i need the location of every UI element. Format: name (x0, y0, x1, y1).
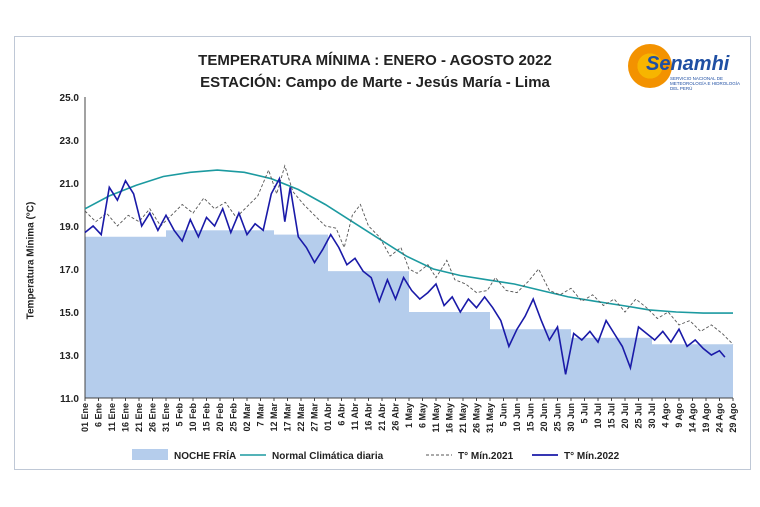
x-tick-label-35: 25 Jun (553, 403, 563, 432)
x-tick-label-18: 01 Abr (323, 403, 333, 431)
x-tick-label-39: 15 Jul (607, 403, 617, 429)
x-tick-label-36: 30 Jun (566, 403, 576, 432)
x-tick-label-33: 15 Jun (526, 403, 536, 432)
x-tick-label-10: 20 Feb (215, 403, 225, 432)
noche-fria-bar-4 (409, 312, 490, 398)
x-tick-label-16: 22 Mar (296, 403, 306, 432)
noche-fria-bar-2 (274, 234, 328, 398)
x-tick-label-31: 5 Jun (499, 403, 509, 427)
x-tick-label-24: 1 May (404, 403, 414, 428)
y-tick-label-2: 15.0 (60, 308, 80, 319)
x-tick-label-17: 27 Mar (310, 403, 320, 432)
series-tmin-2021 (84, 164, 734, 345)
x-tick-label-46: 19 Ago (701, 402, 711, 432)
noche-fria-bar-5 (490, 329, 571, 398)
x-tick-label-2: 11 Ene (107, 403, 117, 432)
legend-label-3: T° Mín.2022 (564, 451, 620, 462)
y-tick-label-1: 13.0 (60, 351, 80, 362)
x-tick-label-6: 31 Ene (161, 403, 171, 432)
series-normal-climatica (84, 169, 733, 314)
x-tick-label-7: 5 Feb (175, 403, 185, 427)
senamhi-logo: Senamhi SERVICIO NACIONAL DE METEOROLOGÍ… (628, 40, 740, 96)
y-tick-label-0: 11.0 (60, 394, 79, 405)
noche-fria-bar-1 (166, 230, 274, 398)
logo-tagline: SERVICIO NACIONAL DE METEOROLOGÍA E HIDR… (670, 76, 740, 91)
sun-icon (628, 44, 672, 88)
x-tick-label-22: 21 Abr (377, 403, 387, 431)
x-tick-label-12: 02 Mar (242, 403, 252, 432)
x-tick-label-32: 10 Jun (512, 403, 522, 432)
noche-fria-bar-7 (652, 344, 733, 398)
x-tick-label-29: 26 May (472, 403, 482, 433)
x-tick-label-43: 4 Ago (661, 403, 671, 428)
x-tick-label-0: 01 Ene (80, 403, 90, 432)
chart-subtitle: ESTACIÓN: Campo de Marte - Jesús María -… (200, 74, 550, 91)
legend-label-2: T° Mín.2021 (458, 451, 514, 462)
x-tick-label-48: 29 Ago (728, 402, 738, 432)
legend-label-1: Normal Climática diaria (272, 451, 384, 462)
y-tick-label-3: 17.0 (60, 265, 80, 276)
x-tick-label-14: 12 Mar (269, 403, 279, 432)
x-tick-label-45: 14 Ago (688, 402, 698, 432)
legend-swatch-0 (132, 449, 168, 460)
x-tick-label-47: 24 Ago (715, 402, 725, 432)
y-tick-label-7: 25.0 (60, 93, 80, 104)
chart-title: TEMPERATURA MÍNIMA : ENERO - AGOSTO 2022 (198, 52, 552, 69)
x-tick-label-4: 21 Ene (134, 403, 144, 432)
x-tick-label-27: 16 May (445, 403, 455, 433)
noche-fria-bar-3 (328, 271, 409, 398)
x-tick-label-30: 31 May (485, 403, 495, 433)
x-tick-label-26: 11 May (431, 403, 441, 433)
x-tick-label-28: 21 May (458, 403, 468, 433)
x-tick-label-37: 5 Jul (580, 403, 590, 424)
x-tick-label-5: 26 Ene (148, 403, 158, 432)
y-tick-label-4: 19.0 (60, 222, 80, 233)
series-tmin-2022 (84, 176, 726, 375)
noche-fria-bar-0 (85, 236, 166, 398)
x-tick-label-44: 9 Ago (674, 403, 684, 428)
legend-label-0: NOCHE FRÍA (174, 449, 236, 462)
x-tick-label-11: 25 Feb (229, 403, 239, 432)
x-tick-label-15: 17 Mar (283, 403, 293, 432)
x-tick-label-20: 11 Abr (350, 403, 360, 431)
x-tick-label-1: 6 Ene (94, 403, 104, 427)
x-tick-label-19: 6 Abr (337, 403, 347, 426)
noche-fria-bar-6 (571, 337, 652, 398)
x-tick-label-3: 16 Ene (121, 403, 131, 432)
x-tick-label-40: 20 Jul (620, 403, 630, 429)
x-tick-label-38: 10 Jul (593, 403, 603, 429)
x-tick-label-21: 16 Abr (364, 403, 374, 431)
x-tick-label-25: 6 May (418, 403, 428, 428)
logo-brand: Senamhi (646, 53, 730, 75)
x-tick-label-41: 25 Jul (634, 403, 644, 429)
x-tick-label-34: 20 Jun (539, 403, 549, 432)
x-tick-label-42: 30 Jul (647, 403, 657, 429)
x-tick-label-23: 26 Abr (391, 403, 401, 431)
y-tick-label-5: 21.0 (60, 179, 80, 190)
x-tick-label-9: 15 Feb (202, 403, 212, 432)
x-tick-label-8: 10 Feb (188, 403, 198, 432)
x-tick-label-13: 7 Mar (256, 403, 266, 427)
y-tick-label-6: 23.0 (60, 136, 80, 147)
